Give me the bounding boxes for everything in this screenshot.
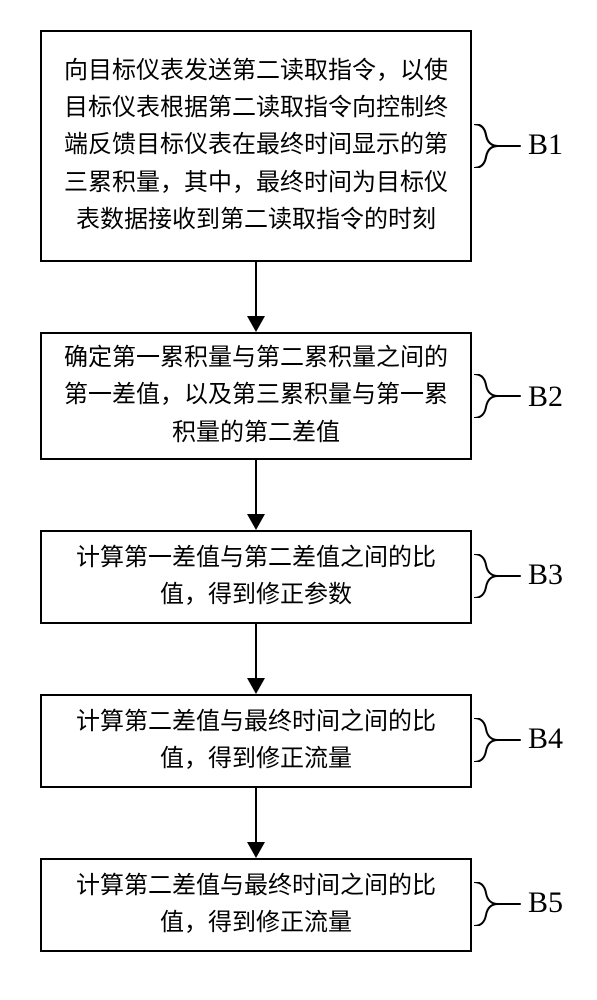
flow-box-b5-text: 计算第二差值与最终时间之间的比值，得到修正流量 xyxy=(56,868,456,942)
flow-box-b4: 计算第二差值与最终时间之间的比值，得到修正流量 xyxy=(40,694,472,788)
arrow-b4-b5-line xyxy=(255,788,257,842)
flow-label-b5: B5 xyxy=(528,886,563,920)
flow-label-b3: B3 xyxy=(528,558,563,592)
flow-box-b5: 计算第二差值与最终时间之间的比值，得到修正流量 xyxy=(40,858,472,952)
bracket-b1 xyxy=(474,124,522,168)
bracket-b3 xyxy=(474,554,522,598)
arrow-b4-b5-head xyxy=(247,842,265,858)
flow-box-b2-text: 确定第一累积量与第二累积量之间的第一差值，以及第三累积量与第一累积量的第二差值 xyxy=(56,340,456,452)
flow-box-b1: 向目标仪表发送第二读取指令，以使目标仪表根据第二读取指令向控制终端反馈目标仪表在… xyxy=(40,30,472,262)
arrow-b1-b2-line xyxy=(255,262,257,316)
arrow-b2-b3-line xyxy=(255,460,257,514)
flow-box-b3-text: 计算第一差值与第二差值之间的比值，得到修正参数 xyxy=(56,540,456,614)
bracket-b2 xyxy=(474,374,522,418)
flow-box-b1-text: 向目标仪表发送第二读取指令，以使目标仪表根据第二读取指令向控制终端反馈目标仪表在… xyxy=(56,53,456,239)
arrow-b3-b4-line xyxy=(255,624,257,678)
bracket-b5 xyxy=(474,882,522,926)
flow-box-b4-text: 计算第二差值与最终时间之间的比值，得到修正流量 xyxy=(56,704,456,778)
flow-label-b4: B4 xyxy=(528,722,563,756)
bracket-b4 xyxy=(474,718,522,762)
arrow-b3-b4-head xyxy=(247,678,265,694)
flowchart-canvas: 向目标仪表发送第二读取指令，以使目标仪表根据第二读取指令向控制终端反馈目标仪表在… xyxy=(0,0,597,1000)
flow-box-b3: 计算第一差值与第二差值之间的比值，得到修正参数 xyxy=(40,530,472,624)
flow-label-b1: B1 xyxy=(528,128,563,162)
arrow-b2-b3-head xyxy=(247,514,265,530)
flow-box-b2: 确定第一累积量与第二累积量之间的第一差值，以及第三累积量与第一累积量的第二差值 xyxy=(40,332,472,460)
arrow-b1-b2-head xyxy=(247,316,265,332)
flow-label-b2: B2 xyxy=(528,380,563,414)
